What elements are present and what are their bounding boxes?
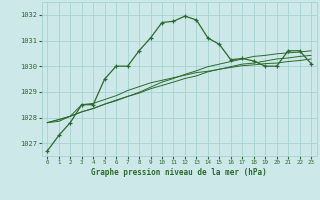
X-axis label: Graphe pression niveau de la mer (hPa): Graphe pression niveau de la mer (hPa) <box>91 168 267 177</box>
